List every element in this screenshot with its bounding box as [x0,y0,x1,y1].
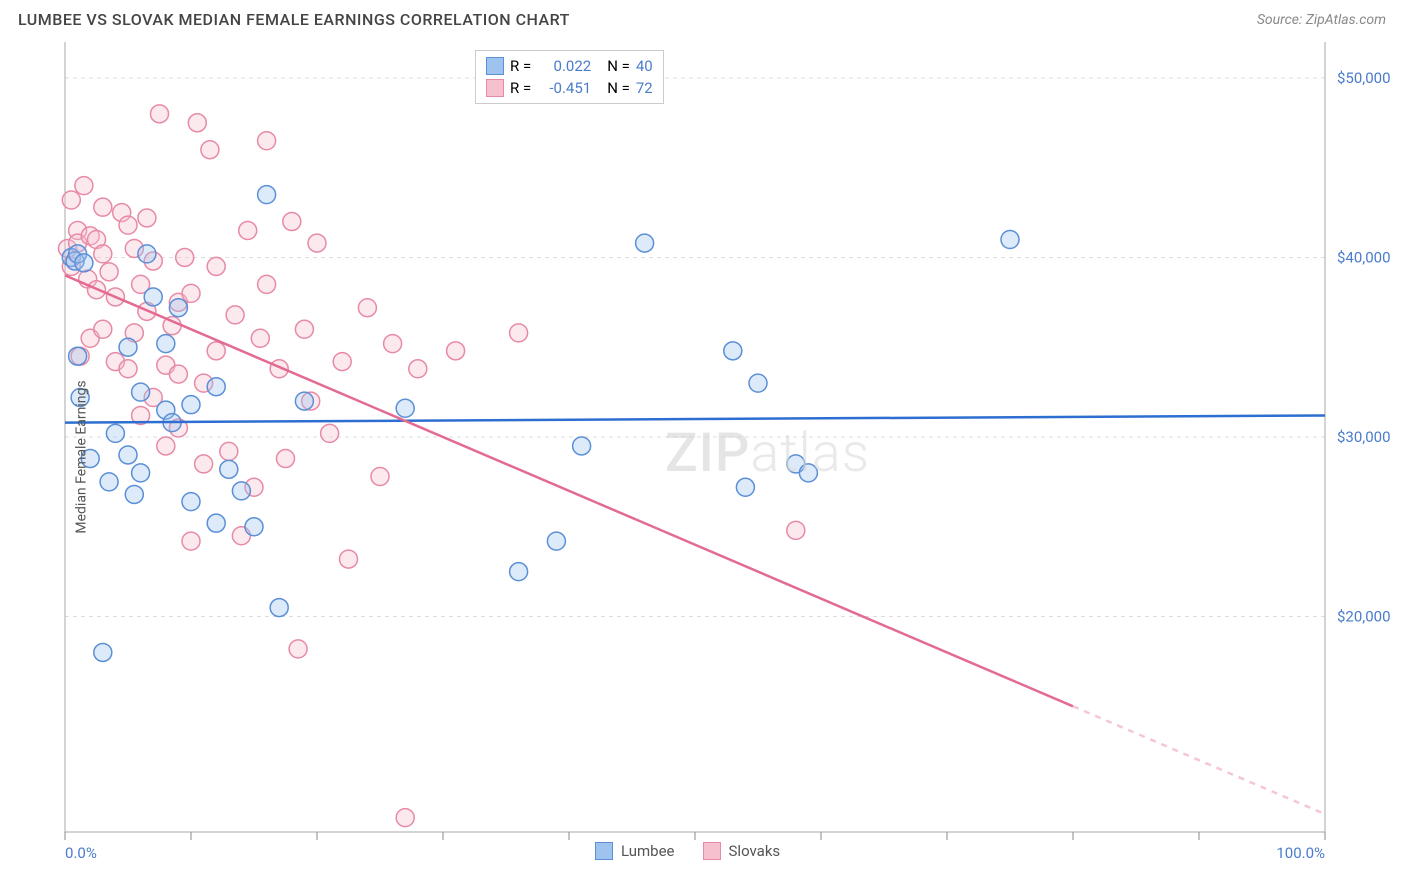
chart-title: LUMBEE VS SLOVAK MEDIAN FEMALE EARNINGS … [18,10,570,29]
chart-area: Median Female Earnings 0.0% 100.0% $20,000… [15,42,1391,872]
svg-text:$50,000: $50,000 [1337,69,1391,87]
svg-text:$40,000: $40,000 [1337,248,1391,266]
series-legend: Lumbee Slovaks [595,842,780,860]
scatter-chart: 0.0% 100.0% $20,000 $30,000 $40,000 $50,000 [15,42,1395,872]
svg-text:100.0%: 100.0% [1276,844,1325,862]
svg-text:$20,000: $20,000 [1337,608,1391,626]
correlation-legend: R =0.022 N =40 R =-0.451 N =72 [475,50,664,104]
svg-text:0.0%: 0.0% [65,844,97,862]
source-label: Source: ZipAtlas.com [1257,12,1386,28]
legend-item: Lumbee [595,842,675,860]
y-axis-label: Median Female Earnings [74,380,90,533]
legend-item: Slovaks [703,842,781,860]
svg-text:$30,000: $30,000 [1337,428,1391,446]
